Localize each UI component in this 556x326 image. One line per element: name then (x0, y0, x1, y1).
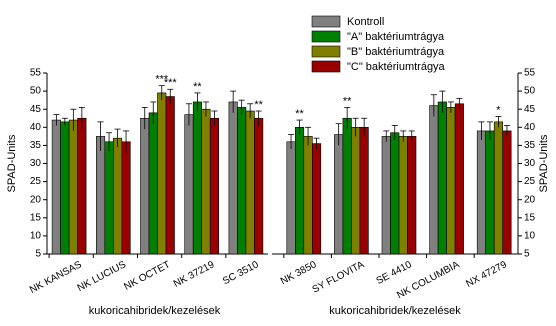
x-tick-label: SC 3510 (221, 259, 261, 287)
bar (121, 141, 131, 255)
y-tick-label: 45 (524, 104, 536, 115)
significance-label: ** (193, 81, 202, 93)
bar (493, 121, 504, 255)
y-tick-label: 25 (524, 176, 536, 187)
y-tick-label: 10 (30, 231, 42, 242)
significance-label: *** (155, 74, 169, 86)
y-tick-label: 45 (30, 104, 42, 115)
bar (446, 107, 456, 255)
bar (228, 101, 238, 255)
x-tick-label: NK KANSAS (28, 259, 84, 296)
bar (311, 143, 322, 255)
y-tick-label: 15 (524, 212, 536, 223)
y-tick-label: 5 (524, 249, 530, 260)
legend-swatch (311, 60, 341, 73)
bar (148, 112, 158, 255)
bar (398, 136, 408, 255)
y-tick-label: 35 (524, 140, 536, 151)
bar (351, 127, 361, 255)
significance-label: ** (295, 108, 304, 120)
bar (245, 110, 255, 255)
legend-swatch (311, 30, 341, 43)
significance-label: * (496, 104, 501, 116)
y-tick-label: 15 (30, 212, 42, 223)
bar (140, 117, 150, 255)
bar (165, 96, 175, 255)
y-tick-label: 40 (30, 122, 42, 133)
y-axis-label: SPAD-Units (538, 134, 550, 192)
significance-label: ** (343, 95, 352, 107)
bar (104, 141, 114, 255)
x-axis-label: kukoricahibridek/kezelések (329, 305, 461, 317)
bar (485, 130, 495, 255)
y-tick-label: 55 (30, 68, 42, 79)
y-tick-label: 10 (524, 231, 536, 242)
bar (303, 136, 313, 255)
legend-label: "C" baktériumtrágya (347, 61, 446, 73)
legend-swatch (311, 15, 341, 28)
legend-label: Kontroll (347, 16, 384, 28)
bar (209, 117, 219, 255)
x-tick-label: SY FLOVITA (311, 259, 367, 296)
bar (113, 137, 123, 255)
significance-label: *** (164, 77, 178, 89)
y-tick-label: 30 (30, 158, 42, 169)
legend-label: "B" baktériumtrágya (347, 46, 445, 58)
bar (60, 121, 70, 255)
y-axis-label: SPAD-Units (6, 134, 18, 192)
significance-label: ** (254, 99, 263, 111)
bar (68, 119, 78, 255)
legend-label: "A" baktériumtrágya (347, 31, 445, 43)
bar (157, 92, 167, 255)
bar (201, 108, 211, 255)
bar (429, 105, 439, 255)
bar (96, 136, 106, 255)
bar (407, 136, 417, 255)
bar (359, 127, 369, 255)
y-tick-label: 55 (524, 68, 536, 79)
bar (334, 134, 344, 255)
bar (437, 101, 447, 255)
bar (184, 114, 194, 255)
bar (294, 127, 305, 255)
y-tick-label: 5 (35, 249, 41, 260)
bar (286, 141, 296, 255)
x-tick-label: SE 4410 (375, 259, 414, 287)
bar (342, 117, 352, 255)
y-tick-label: 50 (30, 86, 42, 97)
y-tick-label: 35 (30, 140, 42, 151)
bar (502, 130, 512, 255)
y-tick-label: 20 (524, 194, 536, 205)
bar (237, 107, 247, 255)
y-tick-label: 25 (30, 176, 42, 187)
bar (254, 117, 264, 255)
bar (390, 132, 400, 255)
x-tick-label: NX 47279 (464, 259, 509, 290)
bar (77, 117, 87, 255)
legend-swatch (311, 45, 341, 58)
x-tick-label: NK LUCIUS (76, 259, 129, 294)
bar (476, 130, 487, 255)
y-tick-label: 50 (524, 86, 536, 97)
bar (192, 101, 202, 255)
y-tick-label: 40 (524, 122, 536, 133)
bar (51, 119, 61, 255)
bar (454, 103, 464, 255)
x-tick-label: NK OCTET (122, 259, 172, 292)
x-axis-label: kukoricahibridek/kezelések (89, 305, 221, 317)
x-tick-label: NK 3850 (279, 259, 319, 287)
y-tick-label: 20 (30, 194, 42, 205)
y-tick-label: 30 (524, 158, 536, 169)
x-tick-label: NK 37219 (172, 259, 217, 290)
bar (381, 136, 391, 255)
